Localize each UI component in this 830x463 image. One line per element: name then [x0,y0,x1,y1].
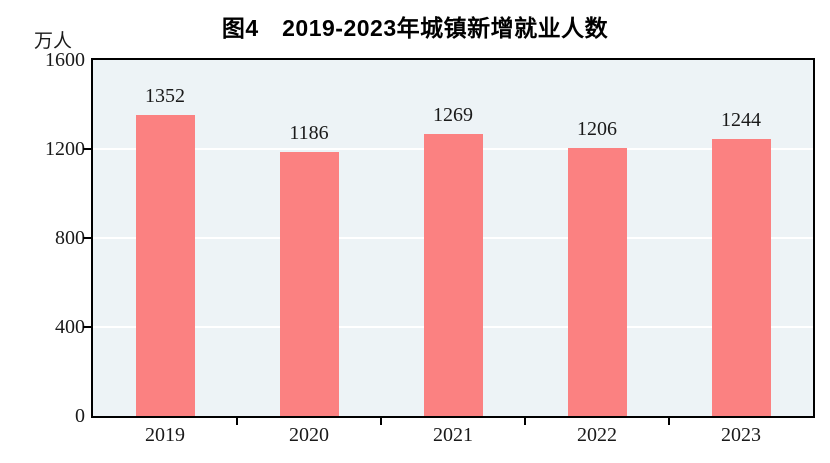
bar-value-label: 1206 [577,117,617,140]
bar [711,139,771,416]
y-tick-label: 0 [75,405,85,427]
y-tick-label: 400 [55,316,85,338]
y-tick-label: 1200 [45,138,85,160]
bar [423,133,483,416]
chart-title: 图4 2019-2023年城镇新增就业人数 [221,15,609,41]
bar-value-label: 1352 [145,85,185,108]
x-year-label: 2021 [433,424,473,446]
y-axis-unit-label: 万人 [34,31,73,52]
x-tick-mark [380,418,382,425]
x-year-label: 2020 [289,424,329,446]
y-tick-label: 1600 [45,49,85,71]
x-year-label: 2019 [145,424,185,446]
x-tick-mark [236,418,238,425]
y-tick-mark [83,148,91,150]
y-tick-mark [83,237,91,239]
bar [279,152,339,416]
x-tick-mark [668,418,670,425]
bar-value-label: 1269 [433,103,473,126]
y-tick-mark [83,326,91,328]
bar-value-label: 1244 [721,109,761,132]
x-tick-mark [524,418,526,425]
x-year-label: 2023 [721,424,761,446]
bar [135,115,195,416]
bar-value-label: 1186 [289,122,329,145]
bar [567,147,627,416]
plot-area: 1352 1186 1269 1206 1244 [91,58,815,418]
x-year-label: 2022 [577,424,617,446]
y-tick-label: 800 [55,227,85,249]
